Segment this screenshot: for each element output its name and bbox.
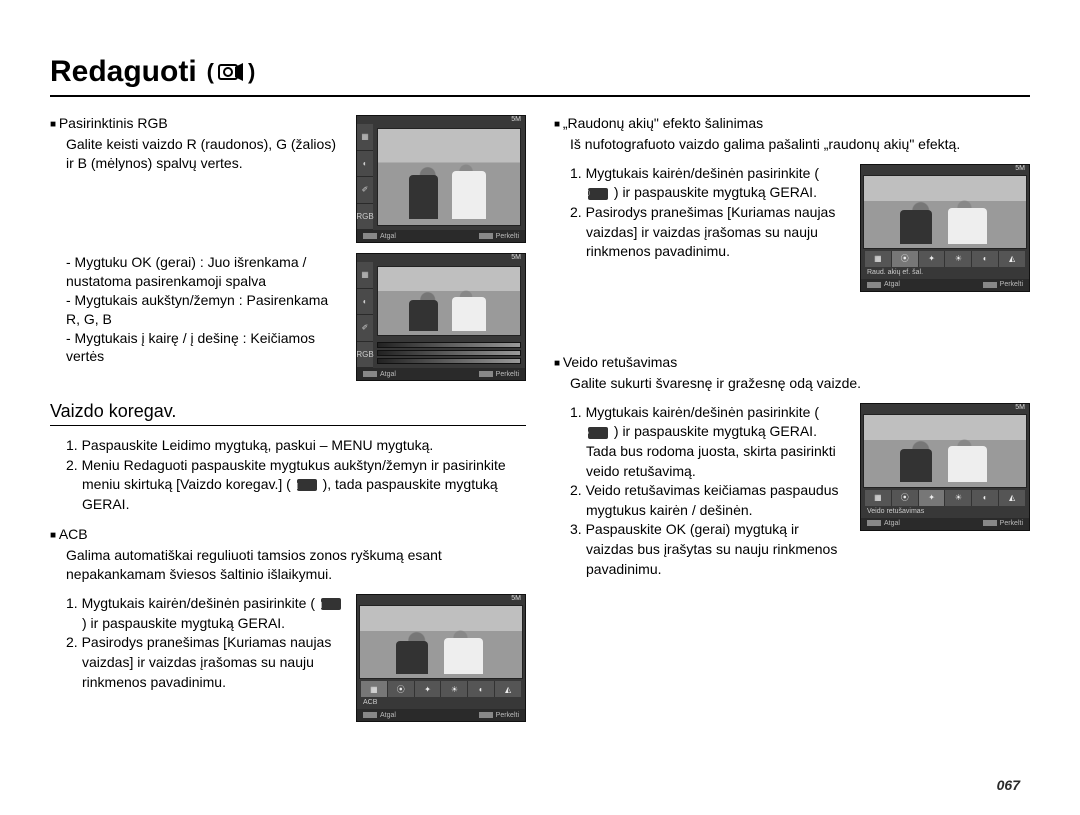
face-step3: 3. Paspauskite OK (gerai) mygtuką ir vai… <box>586 520 846 579</box>
screenshot-rgb-1: 5M ▦◐✐RGB AtgalPerkelti <box>356 115 526 243</box>
subtitle-row: Vaizdo koregav. <box>50 401 526 426</box>
intro-steps: 1. Paspauskite Leidimo mygtuką, paskui –… <box>66 436 526 514</box>
face-desc: Galite sukurti švaresnę ir gražesnę odą … <box>570 374 1030 393</box>
menu-tab-icon: ▥ <box>297 479 317 491</box>
page-title-row: Redaguoti ( ) <box>50 55 1030 97</box>
screenshot-face: 5M ▦⦿✦☀◐◭ Veido retušavimas AtgalPerkelt… <box>860 403 1030 531</box>
image-adjust-subtitle: Vaizdo koregav. <box>50 401 176 421</box>
face-step2: 2. Veido retušavimas keičiamas paspaudus… <box>586 481 846 520</box>
edit-mode-icon <box>218 61 244 83</box>
face-retouch-icon: ☻ <box>588 427 608 439</box>
screenshot-acb: 5M ▦⦿✦☀◐◭ ACB AtgalPerkelti <box>356 594 526 722</box>
acb-step2: 2. Pasirodys pranešimas [Kuriamas naujas… <box>82 633 344 692</box>
redeye-step2: 2. Pasirodys pranešimas [Kuriamas naujas… <box>586 203 846 262</box>
acb-heading: ACB <box>50 526 526 542</box>
redeye-heading: „Raudonų akių" efekto šalinimas <box>554 115 1030 131</box>
acb-icon: ▦ <box>321 598 341 610</box>
rgb-li1: - Mygtuku OK (gerai) : Juo išrenkama / n… <box>66 253 344 291</box>
face-heading: Veido retušavimas <box>554 354 1030 370</box>
page-title: Redaguoti <box>50 55 197 89</box>
page-number: 067 <box>997 777 1020 793</box>
acb-desc: Galima automatiškai reguliuoti tamsios z… <box>66 546 526 584</box>
screenshot-redeye: 5M ▦⦿✦☀◐◭ Raud. akių ef. šal. AtgalPerke… <box>860 164 1030 292</box>
screenshot-rgb-2: 5M ▦◐✐RGB AtgalPerkelti <box>356 253 526 381</box>
rgb-li2: - Mygtukais aukštyn/žemyn : Pasirenkama … <box>66 291 344 329</box>
custom-rgb-heading: Pasirinktinis RGB <box>50 115 344 131</box>
title-paren: ( ) <box>207 59 256 85</box>
rgb-li3: - Mygtukais į kairę / į dešinę : Keičiam… <box>66 329 344 367</box>
redeye-desc: Iš nufotografuoto vaizdo galima pašalint… <box>570 135 1030 154</box>
custom-rgb-desc: Galite keisti vaizdo R (raudonos), G (ža… <box>66 135 344 173</box>
redeye-icon: ⦿ <box>588 188 608 200</box>
